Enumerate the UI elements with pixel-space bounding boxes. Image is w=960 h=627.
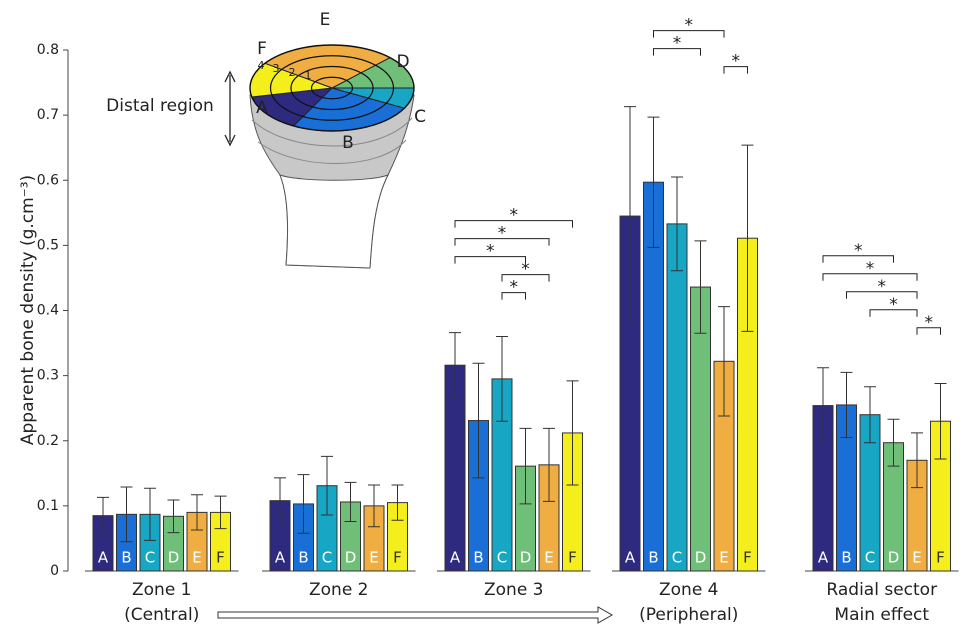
- y-axis-label: Apparent bone density (g.cm⁻³): [18, 175, 38, 445]
- bar-letter: F: [936, 549, 945, 567]
- progress-arrow: [218, 607, 612, 623]
- inset-ring-label: 2: [289, 66, 296, 79]
- y-tick-label: 0.2: [37, 433, 59, 449]
- bar-letter: C: [865, 549, 875, 567]
- significance-label: *: [521, 260, 530, 280]
- y-tick-label: 0.3: [37, 368, 59, 384]
- bar-letter: E: [719, 549, 728, 567]
- y-tick-label: 0.5: [37, 237, 59, 253]
- inset-ring-label: 1: [305, 69, 312, 82]
- bar-letter: F: [216, 549, 225, 567]
- inset-sector-label: A: [256, 98, 268, 118]
- group-label: Zone 4: [659, 580, 719, 600]
- group-label: Zone 1: [132, 580, 192, 600]
- bar-letter: A: [275, 549, 286, 567]
- significance-label: *: [685, 16, 694, 36]
- significance-label: *: [878, 277, 887, 297]
- bar-letter: D: [695, 549, 707, 567]
- inset-sector-label: C: [414, 107, 426, 127]
- y-tick-label: 0: [50, 563, 59, 579]
- y-tick-label: 0.1: [37, 498, 59, 514]
- bar-letter: B: [841, 549, 851, 567]
- bar-letter: F: [568, 549, 577, 567]
- bar-letter: D: [520, 549, 532, 567]
- inset-ring-label: 4: [258, 59, 265, 72]
- bar: [667, 224, 687, 571]
- chart: Apparent bone density (g.cm⁻³) ABCDEF123…: [0, 0, 960, 627]
- group-label: Zone 3: [484, 580, 544, 600]
- bar-letter: E: [192, 549, 201, 567]
- significance-label: *: [510, 206, 519, 226]
- bar-letter: C: [322, 549, 332, 567]
- significance-label: *: [889, 295, 898, 315]
- inset-sector-label: F: [257, 39, 267, 59]
- bar-letter: A: [625, 549, 636, 567]
- y-tick-label: 0.7: [37, 107, 59, 123]
- bar-letter: B: [648, 549, 658, 567]
- y-tick-label: 0.8: [37, 42, 59, 58]
- inset-sector-label: B: [342, 133, 354, 153]
- bar-letter: E: [912, 549, 921, 567]
- significance-label: *: [925, 313, 934, 333]
- bar-letter: B: [121, 549, 131, 567]
- significance-label: *: [732, 52, 741, 72]
- inset-region-label: Distal region: [106, 96, 214, 116]
- group-label: Radial sector: [826, 580, 937, 600]
- y-tick-label: 0.4: [37, 303, 59, 319]
- significance-label: *: [498, 224, 507, 244]
- significance-label: *: [673, 34, 682, 54]
- group-label: (Peripheral): [639, 605, 738, 625]
- bar-letter: C: [497, 549, 507, 567]
- bar-letter: D: [168, 549, 180, 567]
- inset-sector-label: D: [396, 52, 409, 72]
- bar-letter: A: [450, 549, 461, 567]
- significance-label: *: [866, 259, 875, 279]
- significance-label: *: [486, 242, 495, 262]
- bar-letter: A: [98, 549, 109, 567]
- bar-letter: F: [743, 549, 752, 567]
- significance-label: *: [854, 241, 863, 261]
- bar-letter: D: [888, 549, 900, 567]
- group-label: Main effect: [834, 605, 929, 625]
- bar-letter: F: [393, 549, 402, 567]
- bar-letter: B: [298, 549, 308, 567]
- bar-letter: D: [345, 549, 357, 567]
- bar-letter: C: [145, 549, 155, 567]
- inset-ring-label: 3: [273, 62, 280, 75]
- y-tick-label: 0.6: [37, 172, 59, 188]
- significance-label: *: [510, 278, 519, 298]
- bar-letter: E: [544, 549, 553, 567]
- bar-letter: E: [369, 549, 378, 567]
- bar-letter: A: [818, 549, 829, 567]
- inset-sector-label: E: [320, 10, 331, 30]
- bar-letter: B: [473, 549, 483, 567]
- group-label: Zone 2: [309, 580, 369, 600]
- bar-letter: C: [672, 549, 682, 567]
- group-label: (Central): [124, 605, 199, 625]
